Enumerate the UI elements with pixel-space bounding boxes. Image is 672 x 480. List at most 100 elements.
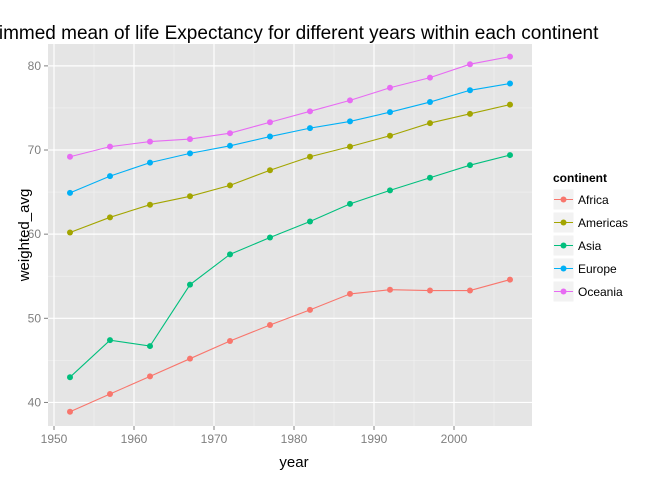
data-point-africa [187,355,193,362]
legend-item-europe: Europe [552,257,617,280]
data-point-americas [67,229,73,236]
data-point-oceania [187,136,193,143]
y-tick-label: 50 [28,311,42,325]
data-point-americas [427,120,433,127]
data-point-africa [267,322,273,329]
data-point-oceania [67,153,73,160]
legend-items: Africa Americas Asia Europe Oceania [552,188,628,303]
data-point-europe [147,159,153,166]
y-tick-label: 70 [28,143,42,157]
data-point-americas [147,201,153,208]
data-point-oceania [267,119,273,126]
data-point-africa [387,286,393,293]
data-point-europe [427,99,433,106]
data-point-europe [307,125,313,132]
data-point-europe [467,87,473,94]
data-point-asia [147,343,153,350]
data-point-oceania [507,53,513,60]
data-point-europe [387,109,393,116]
data-point-oceania [307,108,313,115]
data-point-asia [307,218,313,225]
x-tick-label: 2000 [441,432,468,446]
data-point-africa [467,287,473,294]
data-point-europe [187,150,193,157]
x-tick-label: 1960 [121,432,148,446]
data-point-oceania [427,74,433,81]
legend-item-oceania: Oceania [552,280,623,303]
data-point-asia [347,200,353,207]
data-point-europe [267,133,273,140]
legend-title: continent [553,171,607,185]
legend-key-point [560,219,567,226]
data-point-europe [347,118,353,125]
grid-major [48,44,532,426]
chart-title: Trimmed mean of life Expectancy for diff… [0,23,599,44]
data-point-oceania [387,84,393,91]
x-tick-label: 1950 [41,432,68,446]
x-tick-label: 1980 [281,432,308,446]
series-line-oceania [69,56,511,158]
legend-label: Africa [578,193,609,207]
data-point-americas [307,153,313,160]
data-point-europe [227,142,233,149]
legend-item-asia: Asia [552,234,602,257]
series-line-americas [69,104,511,233]
data-point-oceania [107,143,113,150]
series-line-africa [69,279,511,413]
legend-item-africa: Africa [552,188,609,211]
data-point-asia [107,337,113,344]
legend-key-point [560,242,567,249]
data-point-asia [467,162,473,169]
series-asia [67,152,513,381]
legend-key-point [560,288,567,295]
x-axis: 1950 1960 1970 1980 1990 2000 [41,426,468,446]
data-point-europe [107,173,113,180]
x-tick-label: 1970 [201,432,228,446]
data-point-americas [187,193,193,200]
series-oceania [67,53,513,160]
series-line-asia [69,154,511,378]
data-point-africa [147,373,153,380]
series-layer [67,53,513,415]
data-point-americas [507,101,513,108]
data-point-africa [427,287,433,294]
data-point-africa [107,391,113,398]
data-point-asia [227,251,233,258]
data-point-africa [67,408,73,415]
data-point-americas [107,214,113,221]
data-point-oceania [147,138,153,145]
data-point-asia [387,187,393,194]
data-point-europe [67,189,73,196]
y-tick-label: 60 [28,227,42,241]
data-point-oceania [227,130,233,137]
data-point-americas [227,182,233,189]
legend-key-point [560,196,567,203]
data-point-americas [267,167,273,174]
data-point-africa [307,306,313,313]
data-point-asia [267,234,273,241]
data-point-asia [187,281,193,288]
plot-panel [48,44,532,426]
data-point-asia [67,374,73,381]
x-tick-label: 1990 [361,432,388,446]
y-axis-title: weighted_avg [16,189,33,283]
data-point-americas [387,132,393,139]
legend-key-point [560,265,567,272]
data-point-africa [347,290,353,297]
data-point-americas [347,143,353,150]
y-tick-label: 40 [28,395,42,409]
data-point-americas [467,110,473,117]
legend-label: Asia [578,239,602,253]
legend-label: Americas [578,216,628,230]
legend-label: Oceania [578,285,623,299]
series-line-europe [69,83,511,194]
data-point-oceania [467,61,473,68]
data-point-oceania [347,97,353,104]
legend-item-americas: Americas [552,211,628,234]
series-europe [67,80,513,196]
legend-label: Europe [578,262,617,276]
series-africa [67,276,513,415]
data-point-asia [427,174,433,181]
grid-minor [48,44,532,426]
